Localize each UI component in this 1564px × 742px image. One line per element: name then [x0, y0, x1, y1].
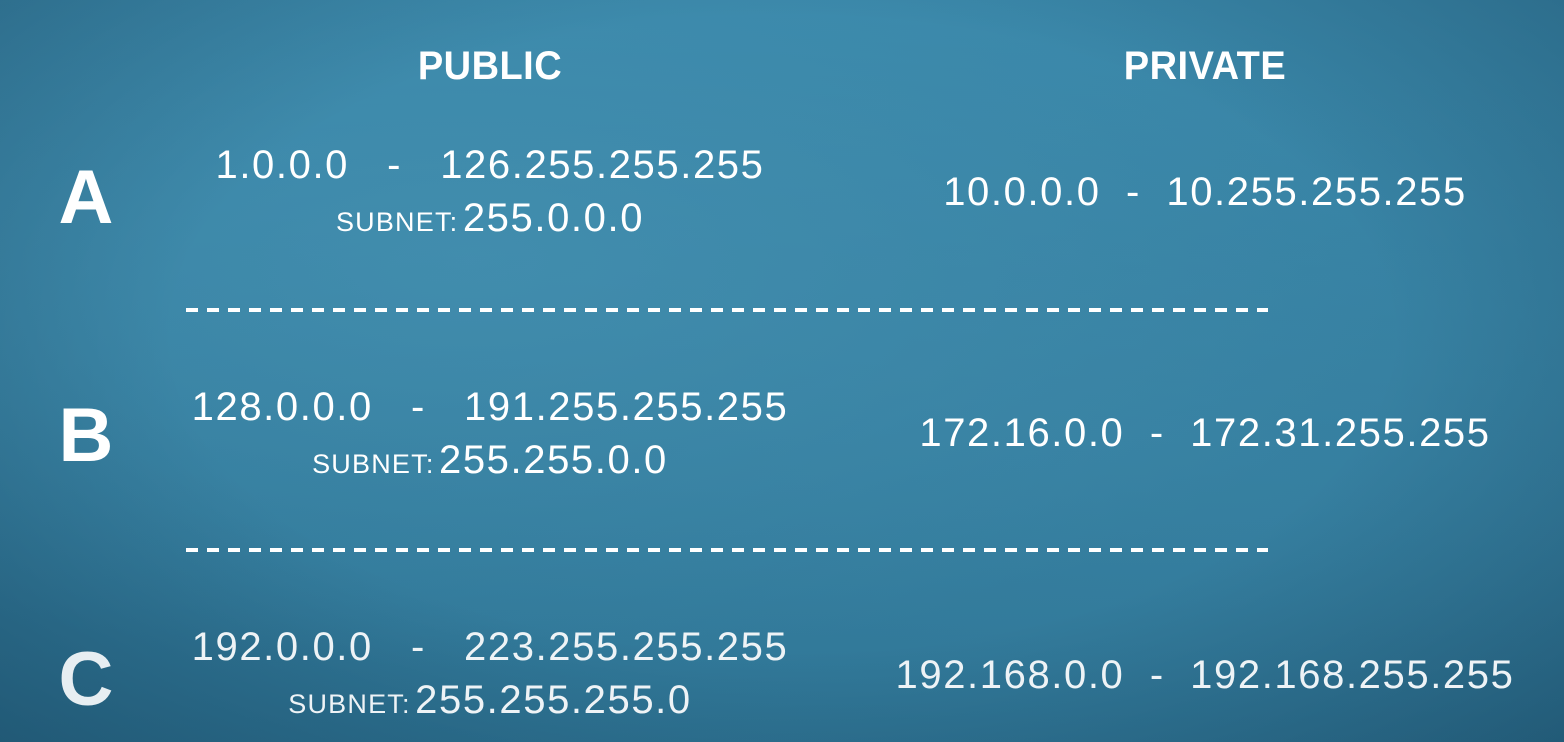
- class-c-subnet: SUBNET: 255.255.255.0: [140, 680, 840, 720]
- class-b-public-range: 128.0.0.0 - 191.255.255.255: [191, 385, 789, 429]
- class-a-subnet-value: 255.0.0.0: [462, 196, 645, 240]
- class-c-subnet-label: SUBNET:: [288, 689, 411, 719]
- class-c-public-range: 192.0.0.0 - 223.255.255.255: [191, 625, 789, 669]
- class-a-public-range: 1.0.0.0 - 126.255.255.255: [215, 143, 765, 187]
- class-a-subnet-label: SUBNET:: [335, 207, 459, 237]
- class-a-letter: A: [58, 155, 114, 240]
- class-b-subnet-label: SUBNET:: [312, 449, 435, 479]
- private-column-header: PRIVATE: [1123, 44, 1287, 88]
- class-c-private-range: 192.168.0.0 - 192.168.255.255: [895, 653, 1515, 697]
- class-b-subnet: SUBNET: 255.255.0.0: [140, 440, 840, 480]
- dashed-divider: [186, 308, 1268, 312]
- class-b-private-range: 172.16.0.0 - 172.31.255.255: [919, 411, 1491, 455]
- dashed-divider: [186, 548, 1268, 552]
- class-a-subnet: SUBNET: 255.0.0.0: [140, 198, 840, 238]
- class-b-subnet-value: 255.255.0.0: [438, 438, 668, 482]
- class-a-private-range: 10.0.0.0 - 10.255.255.255: [943, 170, 1467, 214]
- public-column-header: PUBLIC: [417, 44, 563, 88]
- class-b-letter: B: [58, 393, 114, 478]
- class-c-subnet-value: 255.255.255.0: [415, 678, 692, 722]
- class-c-letter: C: [58, 637, 114, 722]
